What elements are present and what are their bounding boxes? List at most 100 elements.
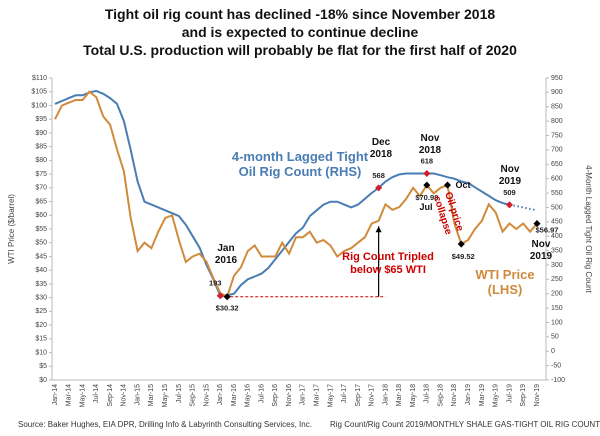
x-tick-label: May-17 [327,384,334,407]
marker [457,240,465,248]
annotation: Jan 2016 [214,243,238,266]
marker [443,181,452,189]
y-tick-label: $25 [35,308,47,315]
annotation: Nov 2019 [498,164,522,187]
y-tick-label: $35 [35,281,47,288]
y2-tick-label: 150 [551,305,563,312]
value-label: 509 [503,188,516,197]
series-label: WTI Price (LHS) [475,267,535,297]
series-line [54,90,538,299]
y2-tick-label: 850 [551,104,563,111]
y-tick-label: $50 [35,240,47,247]
y-tick-label: $80 [35,157,47,164]
y-tick-label: $110 [32,75,47,82]
y2-tick-label: 100 [551,319,563,326]
y-tick-label: $85 [35,143,47,150]
x-tick-label: Jul-15 [176,384,183,403]
marker [423,181,431,189]
x-tick-label: Mar-14 [66,384,73,406]
x-tick-label: Sep-19 [520,384,527,407]
y2-tick-label: 50 [551,334,559,341]
annotation: Jul [419,202,433,212]
y-tick-label: $55 [35,226,47,233]
x-tick-label: Sep-14 [107,384,114,407]
x-tick-label: Nov-15 [203,384,210,407]
x-tick-label: Sep-16 [272,384,279,407]
x-tick-label: Mar-17 [314,384,321,406]
x-tick-label: Nov-19 [534,384,541,407]
x-tick-label: Nov-16 [286,384,293,407]
value-label: $30.32 [216,304,239,313]
value-label: $56.97 [536,226,559,235]
marker [216,292,224,300]
y-tick-label: $105 [31,89,47,96]
x-tick-label: Nov-18 [451,384,458,407]
x-tick-label: Jan-14 [52,384,59,406]
y-tick-label: $45 [35,253,47,260]
x-tick-label: Mar-19 [479,384,486,406]
annotation: Rig Count Tripled below $65 WTI [342,251,434,276]
x-tick-label: Nov-14 [121,384,128,407]
marker [505,201,513,209]
annotation: Nov 2018 [418,133,442,156]
x-tick-label: Jan-19 [465,384,472,406]
y-tick-label: $15 [35,336,47,343]
y2-tick-label: 450 [551,219,563,226]
marker [423,169,431,178]
x-tick-label: Jan-18 [382,384,389,406]
y2-tick-label: 0 [551,348,555,355]
value-label: $49.52 [452,252,475,261]
value-label: 568 [372,171,385,180]
y-tick-label: $20 [35,322,47,329]
y-tick-label: $65 [35,198,47,205]
y-tick-label: $40 [35,267,47,274]
series-label: 4-month Lagged Tight Oil Rig Count (RHS) [231,149,369,179]
y2-tick-label: 350 [551,247,563,254]
marker [533,220,541,228]
y2-tick-label: 300 [551,262,563,269]
y-axis-label: WTI Price ($/barrel) [7,194,16,264]
y-tick-label: $90 [35,130,47,137]
y2-tick-label: 800 [551,118,563,125]
y-tick-label: $95 [35,116,47,123]
y2-tick-label: 200 [551,291,563,298]
y-tick-label: $30 [35,294,47,301]
x-tick-label: Mar-18 [396,384,403,406]
y2-axis-label: 4-Month Lagged Tight Oil Rig Count [584,165,593,293]
x-tick-label: Sep-15 [190,384,197,407]
marker [223,293,231,301]
y-tick-label: $0 [39,377,47,384]
x-tick-label: May-14 [79,384,86,407]
y-tick-label: $10 [35,349,47,356]
arrow-head [375,226,382,233]
value-label: $70.98 [415,193,438,202]
x-tick-label: Jan-17 [300,384,307,406]
x-tick-label: Jul-16 [258,384,265,403]
y2-tick-label: 400 [551,233,563,240]
y2-tick-label: 700 [551,147,563,154]
x-tick-label: Jul-17 [341,384,348,403]
series-line [54,89,510,297]
x-tick-label: May-18 [410,384,417,407]
y-tick-label: $70 [35,185,47,192]
x-tick-label: May-16 [245,384,252,407]
x-tick-label: Jan-16 [217,384,224,406]
y2-tick-label: 650 [551,161,563,168]
y-tick-label: $60 [35,212,47,219]
y2-tick-label: 250 [551,276,563,283]
y2-tick-label: 750 [551,132,563,139]
annotation: Oct [455,180,471,190]
chart-title: and is expected to continue decline [181,24,419,40]
y2-tick-label: -50 [551,362,561,369]
y2-tick-label: 900 [551,89,563,96]
y-tick-label: $75 [35,171,47,178]
value-label: 618 [421,156,434,165]
file-note: Rig Count/Rig Count 2019/MONTHLY SHALE G… [330,420,600,429]
y-tick-label: $100 [31,102,47,109]
x-tick-label: Sep-18 [437,384,444,407]
annotation: Nov 2019 [529,239,553,262]
x-tick-label: Jul-14 [93,384,100,403]
y2-tick-label: 950 [551,75,563,82]
